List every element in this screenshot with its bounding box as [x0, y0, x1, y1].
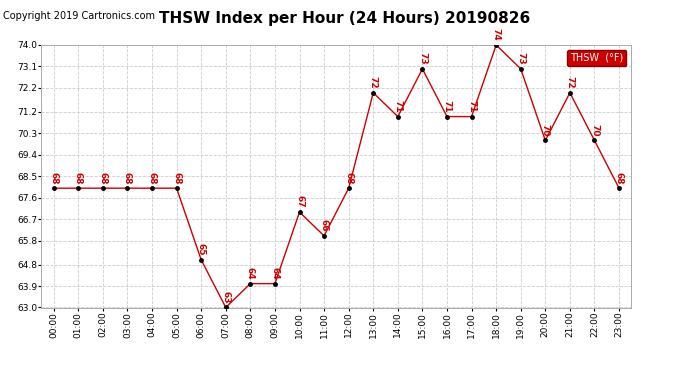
Text: 64: 64	[246, 267, 255, 279]
Text: 65: 65	[197, 243, 206, 256]
Text: 68: 68	[148, 171, 157, 184]
Text: 72: 72	[565, 76, 574, 88]
Text: 68: 68	[344, 171, 353, 184]
Text: 71: 71	[393, 100, 402, 112]
Text: 64: 64	[270, 267, 279, 279]
Text: 71: 71	[442, 100, 451, 112]
Text: 67: 67	[295, 195, 304, 208]
Text: 66: 66	[319, 219, 328, 232]
Text: 68: 68	[123, 171, 132, 184]
Text: 68: 68	[74, 171, 83, 184]
Text: 68: 68	[99, 171, 108, 184]
Text: 74: 74	[492, 28, 501, 41]
Legend: THSW  (°F): THSW (°F)	[567, 50, 627, 66]
Text: 70: 70	[590, 124, 599, 136]
Text: 63: 63	[221, 291, 230, 303]
Text: 72: 72	[368, 76, 377, 88]
Text: THSW Index per Hour (24 Hours) 20190826: THSW Index per Hour (24 Hours) 20190826	[159, 11, 531, 26]
Text: 68: 68	[49, 171, 58, 184]
Text: Copyright 2019 Cartronics.com: Copyright 2019 Cartronics.com	[3, 11, 155, 21]
Text: 70: 70	[541, 124, 550, 136]
Text: 68: 68	[615, 171, 624, 184]
Text: 73: 73	[418, 52, 427, 65]
Text: 71: 71	[467, 100, 476, 112]
Text: 73: 73	[516, 52, 525, 65]
Text: 68: 68	[172, 171, 181, 184]
